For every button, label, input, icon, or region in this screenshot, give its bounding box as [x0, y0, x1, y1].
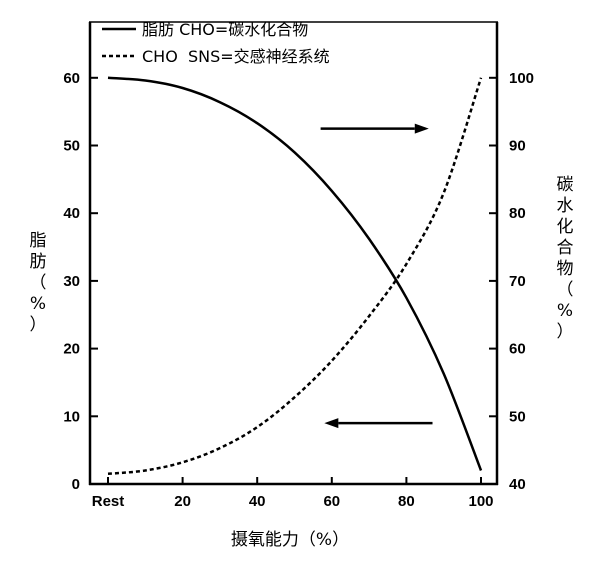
- right-tick-label: 100: [509, 70, 534, 87]
- x-axis-ticks: Rest 20 40 60 80 100: [92, 477, 494, 510]
- right-tick-label: 80: [509, 205, 526, 222]
- left-axis-label: 脂肪（%）: [30, 231, 47, 335]
- x-tick-label: 80: [398, 493, 415, 510]
- x-axis-label: 摄氧能力（%）: [231, 530, 349, 550]
- left-tick-label: 40: [63, 205, 80, 222]
- right-tick-label: 90: [509, 138, 526, 155]
- fat-series-line: [107, 76, 483, 471]
- left-tick-label: 30: [63, 273, 80, 290]
- x-tick-label: 100: [468, 493, 493, 510]
- left-tick-label: 10: [63, 408, 80, 425]
- x-tick-label: Rest: [92, 493, 125, 510]
- series-layer: [107, 76, 483, 476]
- x-tick-label: 40: [249, 493, 266, 510]
- left-tick-label: 60: [63, 70, 80, 87]
- x-tick-label: 60: [323, 493, 340, 510]
- x-tick-label: 20: [174, 493, 191, 510]
- annotation-arrows: [320, 123, 433, 429]
- left-tick-label: 20: [63, 341, 80, 358]
- right-axis-ticks: 40 50 60 70 80 90 100: [489, 70, 534, 493]
- right-tick-label: 40: [509, 476, 526, 493]
- left-arrow-head: [324, 418, 339, 429]
- left-tick-label: 50: [63, 138, 80, 155]
- left-tick-label: 0: [72, 476, 80, 493]
- legend-entry-2: CHO SNS=交感神经系统: [142, 47, 330, 66]
- right-arrow-head: [414, 123, 429, 134]
- legend: 脂肪 CHO=碳水化合物 CHO SNS=交感神经系统: [102, 20, 330, 66]
- right-tick-label: 60: [509, 341, 526, 358]
- right-axis-label: 碳水化合物（%）: [557, 175, 574, 342]
- cho-series-line: [107, 77, 483, 476]
- right-tick-label: 50: [509, 408, 526, 425]
- legend-entry-1: 脂肪 CHO=碳水化合物: [142, 20, 308, 39]
- right-tick-label: 70: [509, 273, 526, 290]
- left-axis-ticks: 0 10 20 30 40 50 60: [63, 70, 98, 493]
